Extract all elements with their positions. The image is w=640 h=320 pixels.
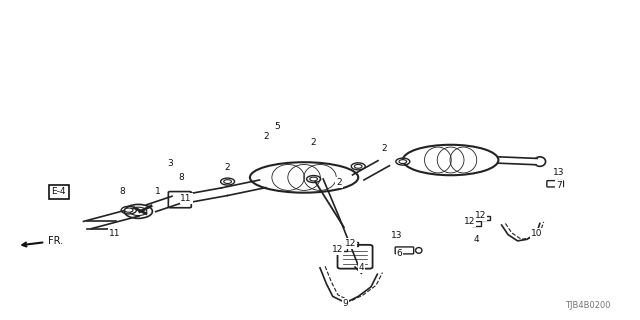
Polygon shape bbox=[83, 209, 139, 229]
Text: 10: 10 bbox=[531, 229, 543, 238]
Text: 11: 11 bbox=[109, 229, 120, 238]
Text: 6: 6 bbox=[397, 249, 403, 258]
Text: 3: 3 bbox=[168, 159, 173, 168]
Text: 12: 12 bbox=[475, 211, 486, 220]
Text: 9: 9 bbox=[342, 299, 348, 308]
Polygon shape bbox=[221, 180, 266, 196]
Polygon shape bbox=[498, 157, 537, 165]
Text: 1: 1 bbox=[155, 187, 161, 196]
Text: TJB4B0200: TJB4B0200 bbox=[565, 301, 611, 310]
Bar bbox=[338, 247, 347, 251]
Text: 12: 12 bbox=[345, 239, 356, 248]
Text: 12: 12 bbox=[464, 217, 476, 226]
Circle shape bbox=[355, 164, 362, 168]
Text: 12: 12 bbox=[332, 245, 344, 254]
Text: 5: 5 bbox=[274, 122, 280, 131]
Text: 7: 7 bbox=[556, 181, 562, 190]
Bar bbox=[472, 221, 481, 226]
Circle shape bbox=[224, 180, 232, 183]
Text: 8: 8 bbox=[178, 173, 184, 182]
Text: 11: 11 bbox=[180, 194, 192, 203]
Bar bbox=[349, 242, 358, 246]
Polygon shape bbox=[186, 188, 227, 202]
Bar bbox=[481, 215, 490, 220]
Polygon shape bbox=[88, 220, 116, 229]
Text: 2: 2 bbox=[311, 138, 316, 147]
Circle shape bbox=[310, 177, 317, 181]
Text: 4: 4 bbox=[358, 263, 364, 272]
Text: 13: 13 bbox=[553, 168, 564, 177]
Text: 2: 2 bbox=[225, 164, 230, 172]
Text: FR.: FR. bbox=[22, 236, 63, 246]
Text: E-4: E-4 bbox=[51, 187, 66, 196]
Polygon shape bbox=[147, 196, 181, 212]
Text: 2: 2 bbox=[336, 178, 342, 187]
Text: 13: 13 bbox=[390, 231, 402, 240]
Text: 2: 2 bbox=[263, 132, 269, 141]
Circle shape bbox=[399, 160, 406, 164]
Text: 8: 8 bbox=[120, 187, 125, 196]
Text: 2: 2 bbox=[381, 144, 387, 153]
Circle shape bbox=[125, 208, 133, 212]
Polygon shape bbox=[353, 161, 389, 180]
Text: 4: 4 bbox=[474, 235, 479, 244]
